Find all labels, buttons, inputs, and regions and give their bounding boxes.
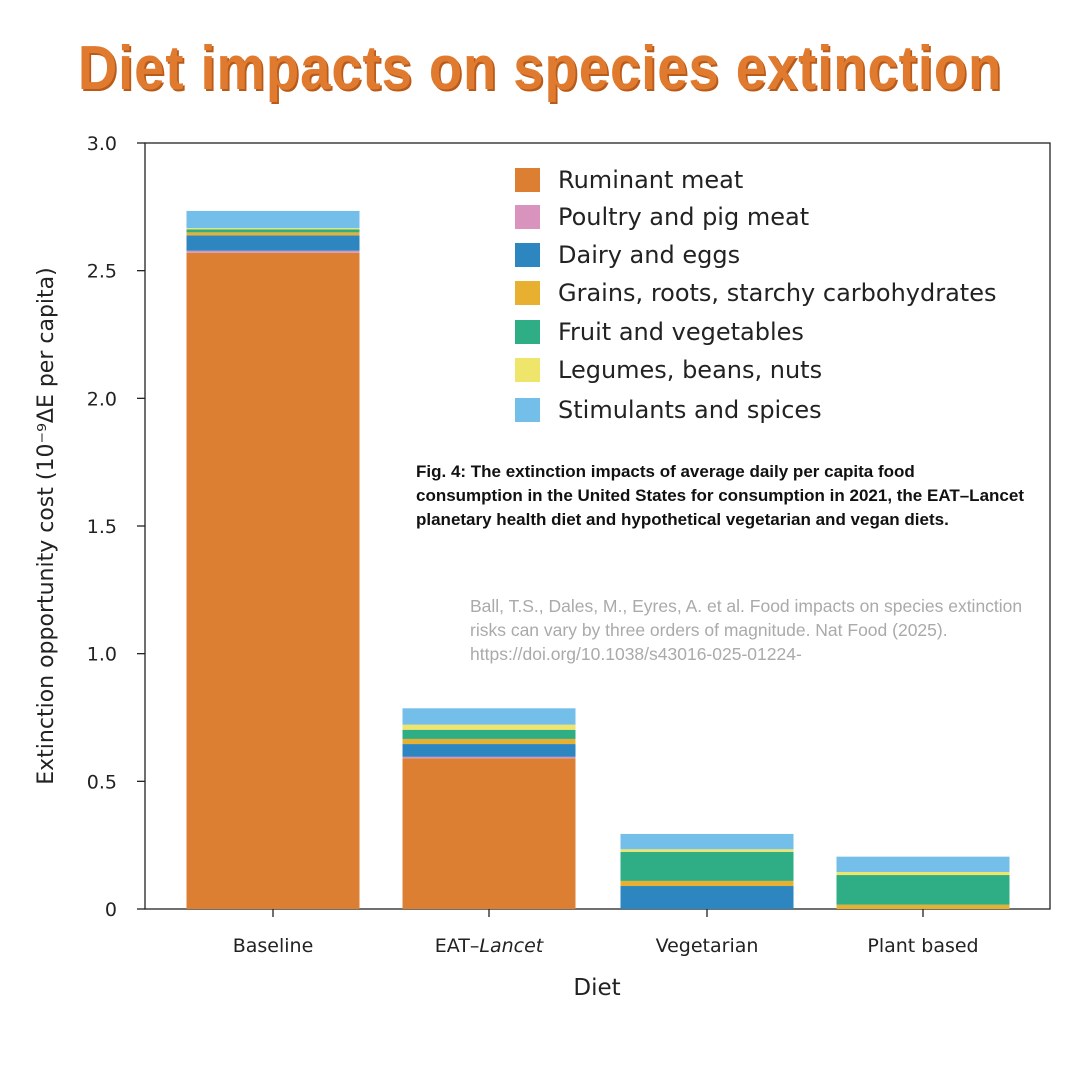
bar-segment-plant-based-6: [836, 856, 1010, 872]
bar-segment-vegetarian-6: [620, 833, 794, 850]
legend-swatch: [515, 398, 540, 422]
legend-label: Ruminant meat: [558, 166, 743, 194]
legend-label: Grains, roots, starchy carbohydrates: [558, 279, 996, 307]
bar-segment-vegetarian-4: [620, 851, 794, 881]
bar-segment-eat-lancet-0: [402, 758, 576, 909]
bar-segment-baseline-0: [186, 252, 360, 909]
legend-swatch: [515, 320, 540, 344]
x-tick-label: Plant based: [867, 935, 978, 957]
legend-swatch: [515, 243, 540, 267]
bar-segment-baseline-5: [186, 228, 360, 230]
x-tick-label: Baseline: [233, 935, 314, 957]
y-tick-label: 0.5: [87, 771, 117, 793]
legend-swatch: [515, 205, 540, 229]
bar-segment-eat-lancet-3: [402, 738, 576, 745]
bar-segment-eat-lancet-2: [402, 744, 576, 757]
bar-segment-vegetarian-5: [620, 849, 794, 852]
legend-label: Stimulants and spices: [558, 396, 822, 424]
legend-label: Dairy and eggs: [558, 241, 740, 269]
bar-segment-baseline-6: [186, 210, 360, 229]
x-axis-label: Diet: [573, 975, 620, 1001]
bar-segment-eat-lancet-1: [402, 756, 576, 759]
y-axis-label: Extinction opportunity cost (10⁻⁹ΔE per …: [34, 267, 59, 784]
bar-segment-eat-lancet-4: [402, 729, 576, 739]
bar-segment-plant-based-3: [836, 904, 1010, 909]
y-tick-label: 3.0: [87, 133, 117, 155]
legend-label: Fruit and vegetables: [558, 318, 804, 346]
legend-label: Poultry and pig meat: [558, 203, 809, 231]
y-tick-label: 0: [105, 899, 117, 921]
bar-segment-vegetarian-2: [620, 886, 794, 909]
legend-label: Legumes, beans, nuts: [558, 356, 822, 384]
legend-swatch: [515, 281, 540, 305]
figure-caption: Fig. 4: The extinction impacts of averag…: [416, 462, 1024, 529]
citation: Ball, T.S., Dales, M., Eyres, A. et al. …: [470, 596, 1023, 664]
x-tick-label: Vegetarian: [656, 935, 759, 957]
legend-swatch: [515, 168, 540, 192]
y-tick-label: 1.0: [87, 644, 117, 666]
page-title: Diet impacts on species extinction: [77, 34, 1003, 103]
bar-segment-baseline-2: [186, 235, 360, 251]
x-tick-label: EAT–Lancet: [435, 935, 545, 957]
y-tick-label: 1.5: [87, 516, 117, 538]
bar-segment-plant-based-5: [836, 871, 1010, 876]
bar-segment-vegetarian-3: [620, 880, 794, 887]
bar-segment-eat-lancet-5: [402, 724, 576, 730]
y-tick-label: 2.0: [87, 388, 117, 410]
bar-segment-eat-lancet-6: [402, 708, 576, 725]
bar-segment-plant-based-4: [836, 875, 1010, 905]
bar-segment-baseline-4: [186, 229, 360, 233]
y-tick-label: 2.5: [87, 261, 117, 283]
bar-segment-baseline-1: [186, 250, 360, 253]
legend-swatch: [515, 358, 540, 382]
bar-segment-baseline-3: [186, 232, 360, 236]
